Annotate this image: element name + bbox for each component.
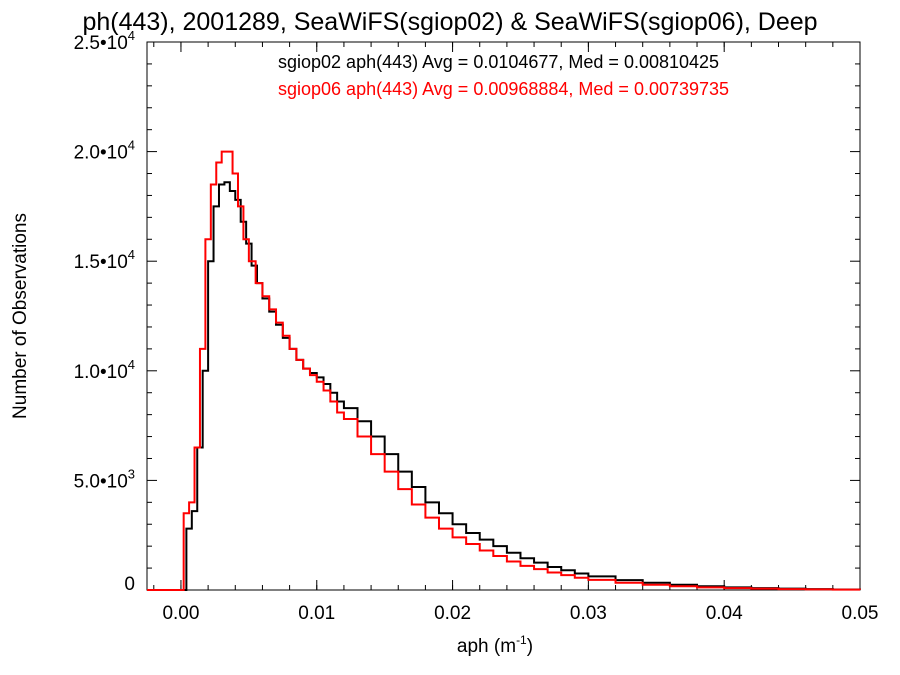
legend-entry-sgiop02: sgiop02 aph(443) Avg = 0.0104677, Med = … (278, 52, 719, 72)
y-axis-label: Number of Observations (10, 213, 31, 419)
legend-entry-sgiop06: sgiop06 aph(443) Avg = 0.00968884, Med =… (278, 79, 729, 99)
y-tick-label: 2.5•104 (74, 28, 135, 54)
legend: sgiop02 aph(443) Avg = 0.0104677, Med = … (278, 52, 729, 99)
x-tick-label: 0.03 (570, 603, 607, 624)
x-tick-label: 0.04 (706, 603, 743, 624)
y-tick-label: 2.0•104 (74, 138, 135, 164)
series-sgiop02-line (147, 181, 861, 591)
y-tick-label: 0 (124, 574, 135, 595)
y-tick-label: 1.5•104 (74, 247, 135, 273)
plot-frame (146, 41, 861, 591)
series-layer (147, 150, 861, 591)
y-tick-label: 1.0•104 (74, 357, 135, 383)
x-axis-label: aph (m-1) (457, 633, 533, 657)
series-sgiop06-line (147, 150, 861, 591)
x-tick-label: 0.05 (842, 603, 879, 624)
y-axis: 0 5.0•103 1.0•104 1.5•104 2.0•104 2.5•104 (74, 28, 860, 595)
x-tick-label: 0.00 (162, 603, 199, 624)
x-tick-label: 0.02 (434, 603, 471, 624)
x-tick-label: 0.01 (298, 603, 335, 624)
x-axis: 0.00 0.01 0.02 0.03 0.04 0.05 (153, 42, 879, 624)
chart-title: ph(443), 2001289, SeaWiFS(sgiop02) & Sea… (82, 8, 817, 36)
y-tick-label: 5.0•103 (74, 466, 135, 492)
